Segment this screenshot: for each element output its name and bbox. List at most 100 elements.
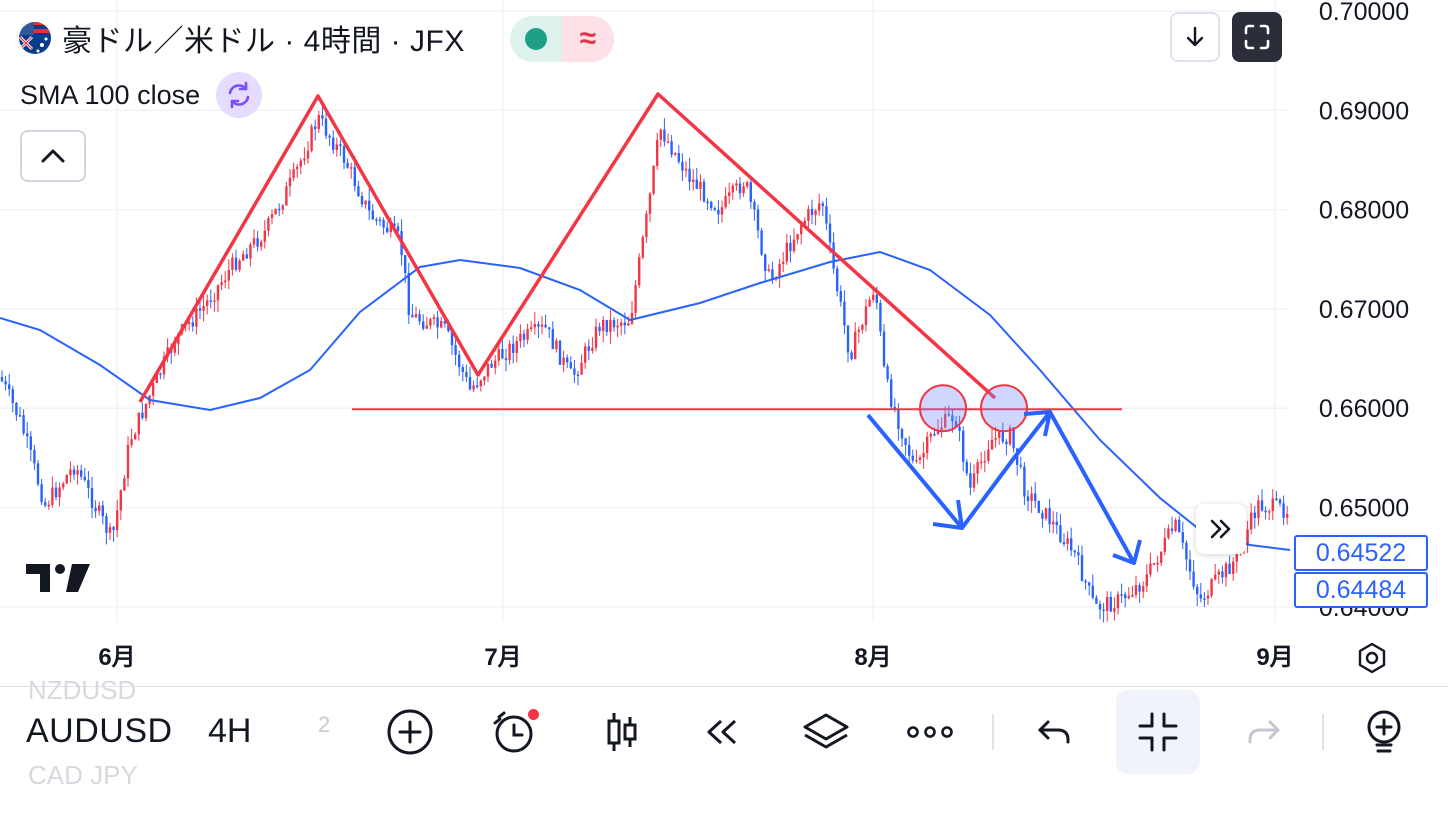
candle-body bbox=[965, 461, 968, 474]
candle-body bbox=[947, 413, 950, 416]
indicator-label[interactable]: SMA 100 close bbox=[20, 79, 201, 110]
candle-body bbox=[1008, 427, 1012, 445]
candle-body bbox=[227, 269, 230, 281]
candle-body bbox=[936, 430, 940, 435]
alert-button[interactable] bbox=[482, 700, 546, 764]
candle-body bbox=[267, 218, 270, 231]
candle-body bbox=[944, 413, 947, 428]
candle-body bbox=[832, 242, 835, 269]
candle-body bbox=[486, 363, 490, 377]
candle-body bbox=[342, 146, 346, 163]
candle-body bbox=[69, 469, 72, 476]
candle-body bbox=[245, 254, 248, 259]
candle-body bbox=[576, 374, 580, 377]
candle-body bbox=[684, 168, 688, 171]
collapse-legend-button[interactable] bbox=[20, 130, 86, 182]
candle-body bbox=[371, 210, 374, 220]
candle-body bbox=[857, 329, 860, 332]
candle-body bbox=[1203, 598, 1206, 601]
fullscreen-button[interactable] bbox=[1232, 12, 1282, 62]
candle-body bbox=[1268, 511, 1271, 513]
candle-body bbox=[782, 261, 785, 264]
candle-body bbox=[1055, 521, 1058, 526]
candle-body bbox=[72, 469, 76, 475]
candle-body bbox=[1228, 563, 1231, 574]
chart-header[interactable]: 豪ドル／米ドル · 4時間 · JFX bbox=[18, 14, 465, 62]
data-delay-status[interactable]: ≈ bbox=[562, 16, 614, 62]
candle-body bbox=[1062, 542, 1066, 544]
candle-body bbox=[141, 412, 144, 419]
time-axis[interactable]: 6月 7月 8月 9月 bbox=[98, 644, 1293, 671]
candle-body bbox=[839, 291, 842, 302]
candle-body bbox=[47, 504, 50, 507]
download-button[interactable] bbox=[1170, 12, 1220, 62]
rewind-icon bbox=[707, 719, 737, 745]
replay-button[interactable] bbox=[690, 700, 754, 764]
redo-button[interactable] bbox=[1232, 700, 1296, 764]
alert-active-dot bbox=[528, 709, 539, 720]
candle-body bbox=[818, 203, 821, 211]
candle-body bbox=[364, 200, 367, 205]
tradingview-logo bbox=[24, 560, 92, 601]
candle-body bbox=[670, 141, 673, 155]
last-price-label: 0.64484 bbox=[1294, 572, 1428, 608]
candle-body bbox=[213, 300, 216, 302]
gear-hexagon-icon bbox=[1358, 642, 1386, 674]
rollover-circle bbox=[980, 384, 1028, 433]
candle-body bbox=[1138, 585, 1141, 592]
candle-body bbox=[1066, 538, 1069, 544]
candle-body bbox=[1113, 608, 1116, 612]
candle-body bbox=[933, 433, 936, 436]
candle-body bbox=[994, 437, 997, 440]
market-status-pill[interactable]: ≈ bbox=[510, 16, 614, 62]
candle-body bbox=[382, 219, 385, 228]
ideas-button[interactable] bbox=[1352, 700, 1416, 764]
price-axis[interactable]: 0.70000 0.69000 0.68000 0.67000 0.66000 0.650… bbox=[1319, 0, 1409, 622]
chart-settings-button[interactable] bbox=[1350, 636, 1394, 680]
candle-body bbox=[472, 385, 475, 390]
candle-body bbox=[1073, 550, 1076, 553]
candle-body bbox=[87, 480, 90, 489]
refresh-icon[interactable] bbox=[216, 72, 263, 118]
price-chart[interactable]: 0.70000 0.69000 0.68000 0.67000 0.66000 0.650… bbox=[0, 0, 1448, 685]
undo-icon bbox=[1038, 720, 1070, 744]
candle-body bbox=[94, 507, 97, 512]
candle-body bbox=[216, 285, 220, 301]
lightbulb-plus-icon bbox=[1367, 710, 1401, 753]
symbol-picker[interactable]: AUDUSD bbox=[26, 712, 173, 750]
exit-fullscreen-button[interactable] bbox=[1116, 690, 1200, 774]
candle-body bbox=[461, 367, 464, 373]
candle-body bbox=[1091, 585, 1094, 598]
candles-icon bbox=[607, 713, 637, 751]
candle-body bbox=[663, 129, 666, 142]
symbol-picker-next[interactable]: CAD JPY bbox=[28, 760, 138, 790]
interval-picker-next[interactable]: 2 bbox=[318, 712, 331, 737]
candle-body bbox=[321, 115, 324, 119]
symbol-picker-prev[interactable]: NZDUSD bbox=[28, 675, 137, 705]
candle-body bbox=[144, 403, 148, 419]
undo-button[interactable] bbox=[1022, 700, 1086, 764]
interval-picker[interactable]: 4H bbox=[208, 712, 252, 750]
fullscreen-icon bbox=[1244, 24, 1270, 50]
candle-body bbox=[278, 208, 281, 211]
candle-body bbox=[1149, 563, 1152, 575]
candle-body bbox=[1181, 532, 1184, 543]
candle-body bbox=[900, 428, 904, 439]
add-indicator-button[interactable] bbox=[378, 700, 442, 764]
chart-title[interactable]: 豪ドル／米ドル · 4時間 · JFX bbox=[62, 25, 465, 58]
more-button[interactable] bbox=[898, 700, 962, 764]
chart-type-button[interactable] bbox=[590, 700, 654, 764]
candle-body bbox=[605, 319, 608, 332]
candle-body bbox=[1253, 512, 1256, 519]
candle-body bbox=[1188, 559, 1192, 572]
candle-body bbox=[1012, 427, 1015, 449]
candle-body bbox=[699, 181, 702, 189]
candle-body bbox=[875, 294, 878, 303]
scroll-to-realtime-button[interactable] bbox=[1196, 504, 1246, 554]
candle-body bbox=[317, 115, 320, 129]
candle-body bbox=[11, 389, 14, 403]
indicator-legend[interactable]: SMA 100 close bbox=[20, 72, 263, 118]
candle-body bbox=[339, 144, 342, 147]
layers-button[interactable] bbox=[794, 700, 858, 764]
market-open-status[interactable] bbox=[510, 16, 562, 62]
